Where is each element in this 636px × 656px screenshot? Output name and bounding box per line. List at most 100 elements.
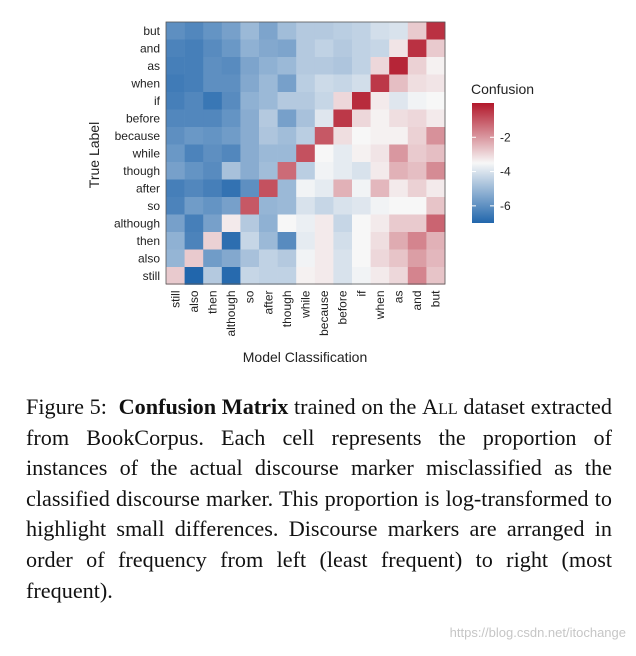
heatmap-cell-although-when bbox=[370, 214, 390, 233]
heatmap-cell-after-although bbox=[221, 179, 241, 198]
heatmap-cell-so-but bbox=[426, 197, 446, 215]
legend-tick-label: -4 bbox=[500, 165, 511, 179]
heatmap-cell-also-so bbox=[240, 249, 260, 268]
heatmap-cell-also-because bbox=[314, 249, 334, 268]
heatmap-cell-then-though bbox=[277, 232, 297, 250]
heatmap-cell-though-still bbox=[166, 162, 185, 180]
heatmap-cell-as-if bbox=[352, 57, 371, 75]
heatmap-cell-when-then bbox=[203, 74, 223, 93]
heatmap-cell-still-because bbox=[314, 267, 334, 285]
heatmap-cell-although-although bbox=[221, 214, 241, 233]
heatmap-cell-because-then bbox=[203, 127, 223, 145]
plot-panel-border bbox=[165, 21, 446, 285]
heatmap-cell-so-when bbox=[370, 197, 390, 215]
heatmap-cell-also-as bbox=[389, 249, 409, 268]
heatmap-cell-and-while bbox=[296, 39, 316, 58]
heatmap-cell-as-before bbox=[333, 57, 353, 75]
x-tick-label-if: if bbox=[354, 290, 368, 297]
heatmap-cell-so-still bbox=[166, 197, 185, 215]
heatmap-cell-before-then bbox=[203, 109, 223, 128]
heatmap-cell-but-while bbox=[296, 22, 316, 40]
heatmap-cell-and-and bbox=[407, 39, 427, 58]
heatmap-cell-then-as bbox=[389, 232, 409, 250]
heatmap-cell-though-as bbox=[389, 162, 409, 180]
heatmap-cell-if-when bbox=[370, 92, 390, 110]
heatmap-cell-and-though bbox=[277, 39, 297, 58]
heatmap-cell-but-also bbox=[184, 22, 204, 40]
heatmap-cell-so-also bbox=[184, 197, 204, 215]
heatmap-cell-before-although bbox=[221, 109, 241, 128]
heatmap-cell-although-but bbox=[426, 214, 446, 233]
heatmap-cell-then-and bbox=[407, 232, 427, 250]
heatmap-cell-though-but bbox=[426, 162, 446, 180]
heatmap-cell-when-while bbox=[296, 74, 316, 93]
heatmap-cell-but-still bbox=[166, 22, 185, 40]
heatmap-cell-because-while bbox=[296, 127, 316, 145]
heatmap-cell-after-before bbox=[333, 179, 353, 198]
heatmap-cell-before-so bbox=[240, 109, 260, 128]
y-tick-label-because: because bbox=[115, 129, 161, 143]
y-tick-label-though: though bbox=[123, 164, 160, 178]
heatmap-cell-after-though bbox=[277, 179, 297, 198]
heatmap-cell-if-though bbox=[277, 92, 297, 110]
legend-ticks: -2 -4 -6 bbox=[472, 130, 511, 213]
x-tick-label-when: when bbox=[373, 291, 387, 321]
y-tick-label-then: then bbox=[137, 234, 160, 248]
heatmap-cell-also-then bbox=[203, 249, 223, 268]
y-tick-label-so: so bbox=[147, 199, 160, 213]
heatmap-cell-then-after bbox=[259, 232, 278, 250]
y-tick-label-before: before bbox=[126, 111, 160, 125]
heatmap-cell-but-although bbox=[221, 22, 241, 40]
heatmap-cell-so-though bbox=[277, 197, 297, 215]
heatmap-cell-so-so bbox=[240, 197, 260, 215]
heatmap-cell-though-while bbox=[296, 162, 316, 180]
heatmap-cell-though-before bbox=[333, 162, 353, 180]
heatmap-cell-when-also bbox=[184, 74, 204, 93]
heatmap-cell-so-after bbox=[259, 197, 278, 215]
y-tick-label-after: after bbox=[136, 181, 160, 195]
heatmap-cell-but-when bbox=[370, 22, 390, 40]
heatmap-cell-as-still bbox=[166, 57, 185, 75]
heatmap-cell-when-as bbox=[389, 74, 409, 93]
heatmap-cell-but-if bbox=[352, 22, 371, 40]
heatmap-cell-as-then bbox=[203, 57, 223, 75]
heatmap-cell-then-then bbox=[203, 232, 223, 250]
heatmap-cell-and-but bbox=[426, 39, 446, 58]
heatmap-cell-when-but bbox=[426, 74, 446, 93]
heatmap-cell-though-when bbox=[370, 162, 390, 180]
heatmap-cell-before-and bbox=[407, 109, 427, 128]
heatmap-cell-as-also bbox=[184, 57, 204, 75]
x-tick-label-though: though bbox=[280, 291, 294, 328]
heatmap-cell-still-though bbox=[277, 267, 297, 285]
heatmap-cell-after-because bbox=[314, 179, 334, 198]
heatmap-cell-after-if bbox=[352, 179, 371, 198]
heatmap-cell-also-when bbox=[370, 249, 390, 268]
heatmap-cell-when-because bbox=[314, 74, 334, 93]
heatmap-cell-because-before bbox=[333, 127, 353, 145]
heatmap-cell-after-so bbox=[240, 179, 260, 198]
heatmap-cell-but-but bbox=[426, 22, 446, 40]
heatmap-cell-when-after bbox=[259, 74, 278, 93]
heatmap-cell-still-as bbox=[389, 267, 409, 285]
heatmap-cell-although-because bbox=[314, 214, 334, 233]
heatmap-cell-when-when bbox=[370, 74, 390, 93]
heatmap-cell-though-if bbox=[352, 162, 371, 180]
heatmap-cell-although-then bbox=[203, 214, 223, 233]
heatmap-cell-also-though bbox=[277, 249, 297, 268]
heatmap-cell-after-when bbox=[370, 179, 390, 198]
heatmap-cell-because-also bbox=[184, 127, 204, 145]
x-tick-label-after: after bbox=[261, 291, 275, 315]
heatmap-cell-so-and bbox=[407, 197, 427, 215]
heatmap-cell-though-because bbox=[314, 162, 334, 180]
heatmap-cell-although-while bbox=[296, 214, 316, 233]
y-tick-label-although: although bbox=[114, 216, 160, 230]
heatmap-cell-before-when bbox=[370, 109, 390, 128]
heatmap-cell-because-but bbox=[426, 127, 446, 145]
heatmap-cell-because-after bbox=[259, 127, 278, 145]
heatmap-cell-before-if bbox=[352, 109, 371, 128]
heatmap-cell-before-before bbox=[333, 109, 353, 128]
heatmap-cell-after-then bbox=[203, 179, 223, 198]
heatmap-cell-if-while bbox=[296, 92, 316, 110]
heatmap-cell-while-before bbox=[333, 144, 353, 163]
heatmap-cell-if-after bbox=[259, 92, 278, 110]
